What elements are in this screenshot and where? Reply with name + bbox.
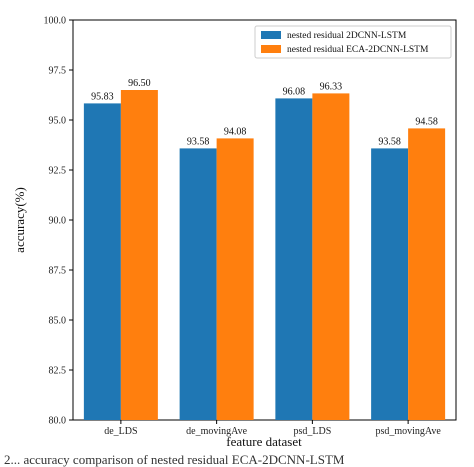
data-label-psd_LDS-series-2: 96.33 xyxy=(320,81,343,92)
data-label-psd_movingAve-series-2: 94.58 xyxy=(415,116,438,127)
x-tick-label-de_movingAve: de_movingAve xyxy=(186,426,247,437)
y-tick-label: 90.0 xyxy=(49,216,67,227)
x-tick-label-psd_movingAve: psd_movingAve xyxy=(375,426,441,437)
y-axis-label: accuracy(%) xyxy=(12,187,27,253)
data-label-psd_movingAve-series-1: 93.58 xyxy=(378,136,401,147)
legend-swatch-series-1 xyxy=(261,31,281,39)
x-axis-label: feature dataset xyxy=(226,434,302,449)
figure-caption: 2... accuracy comparison of nested resid… xyxy=(4,452,345,467)
legend-label-series-1: nested residual 2DCNN-LSTM xyxy=(287,31,407,41)
y-axis: 80.0 82.5 85.0 87.5 90.0 92.5 95.0 97.5 100.0 xyxy=(44,16,73,427)
bar-psd_movingAve-series-2 xyxy=(408,128,446,420)
bar-chart: 95.83 96.50 93.58 94.08 96.08 96.33 93.58 94.58… xyxy=(12,16,457,449)
x-tick-label-psd_LDS: psd_LDS xyxy=(293,426,331,437)
data-labels-group: 95.83 96.50 93.58 94.08 96.08 96.33 93.58 94.58 xyxy=(91,78,438,147)
bar-de_LDS-series-1 xyxy=(83,103,121,421)
bar-de_movingAve-series-2 xyxy=(216,138,254,420)
data-label-de_LDS-series-2: 96.50 xyxy=(128,78,151,89)
y-tick-label: 95.0 xyxy=(49,116,67,127)
legend: nested residual 2DCNN-LSTM nested residu… xyxy=(254,25,452,59)
y-tick-label: 92.5 xyxy=(49,166,67,177)
y-tick-label: 87.5 xyxy=(49,266,67,277)
legend-frame xyxy=(254,25,452,59)
data-label-de_movingAve-series-1: 93.58 xyxy=(187,136,210,147)
bar-de_LDS-series-2 xyxy=(120,90,158,420)
y-tick-label: 80.0 xyxy=(49,416,67,427)
bar-psd_movingAve-series-1 xyxy=(371,148,409,420)
bars-group xyxy=(83,90,446,421)
bar-psd_LDS-series-2 xyxy=(312,93,350,421)
bar-de_movingAve-series-1 xyxy=(179,148,217,420)
y-tick-label: 85.0 xyxy=(49,316,67,327)
legend-label-series-2: nested residual ECA-2DCNN-LSTM xyxy=(287,45,429,55)
legend-swatch-series-2 xyxy=(261,45,281,53)
data-label-psd_LDS-series-1: 96.08 xyxy=(283,86,306,97)
bar-psd_LDS-series-1 xyxy=(275,98,313,421)
data-label-de_LDS-series-1: 95.83 xyxy=(91,91,114,102)
data-label-de_movingAve-series-2: 94.08 xyxy=(224,126,247,137)
y-tick-label: 82.5 xyxy=(49,366,67,377)
y-tick-label: 97.5 xyxy=(49,66,67,77)
x-tick-label-de_LDS: de_LDS xyxy=(104,426,137,437)
x-axis: de_LDS de_movingAve psd_LDS psd_movingAve xyxy=(104,420,441,437)
y-tick-label: 100.0 xyxy=(44,16,67,27)
